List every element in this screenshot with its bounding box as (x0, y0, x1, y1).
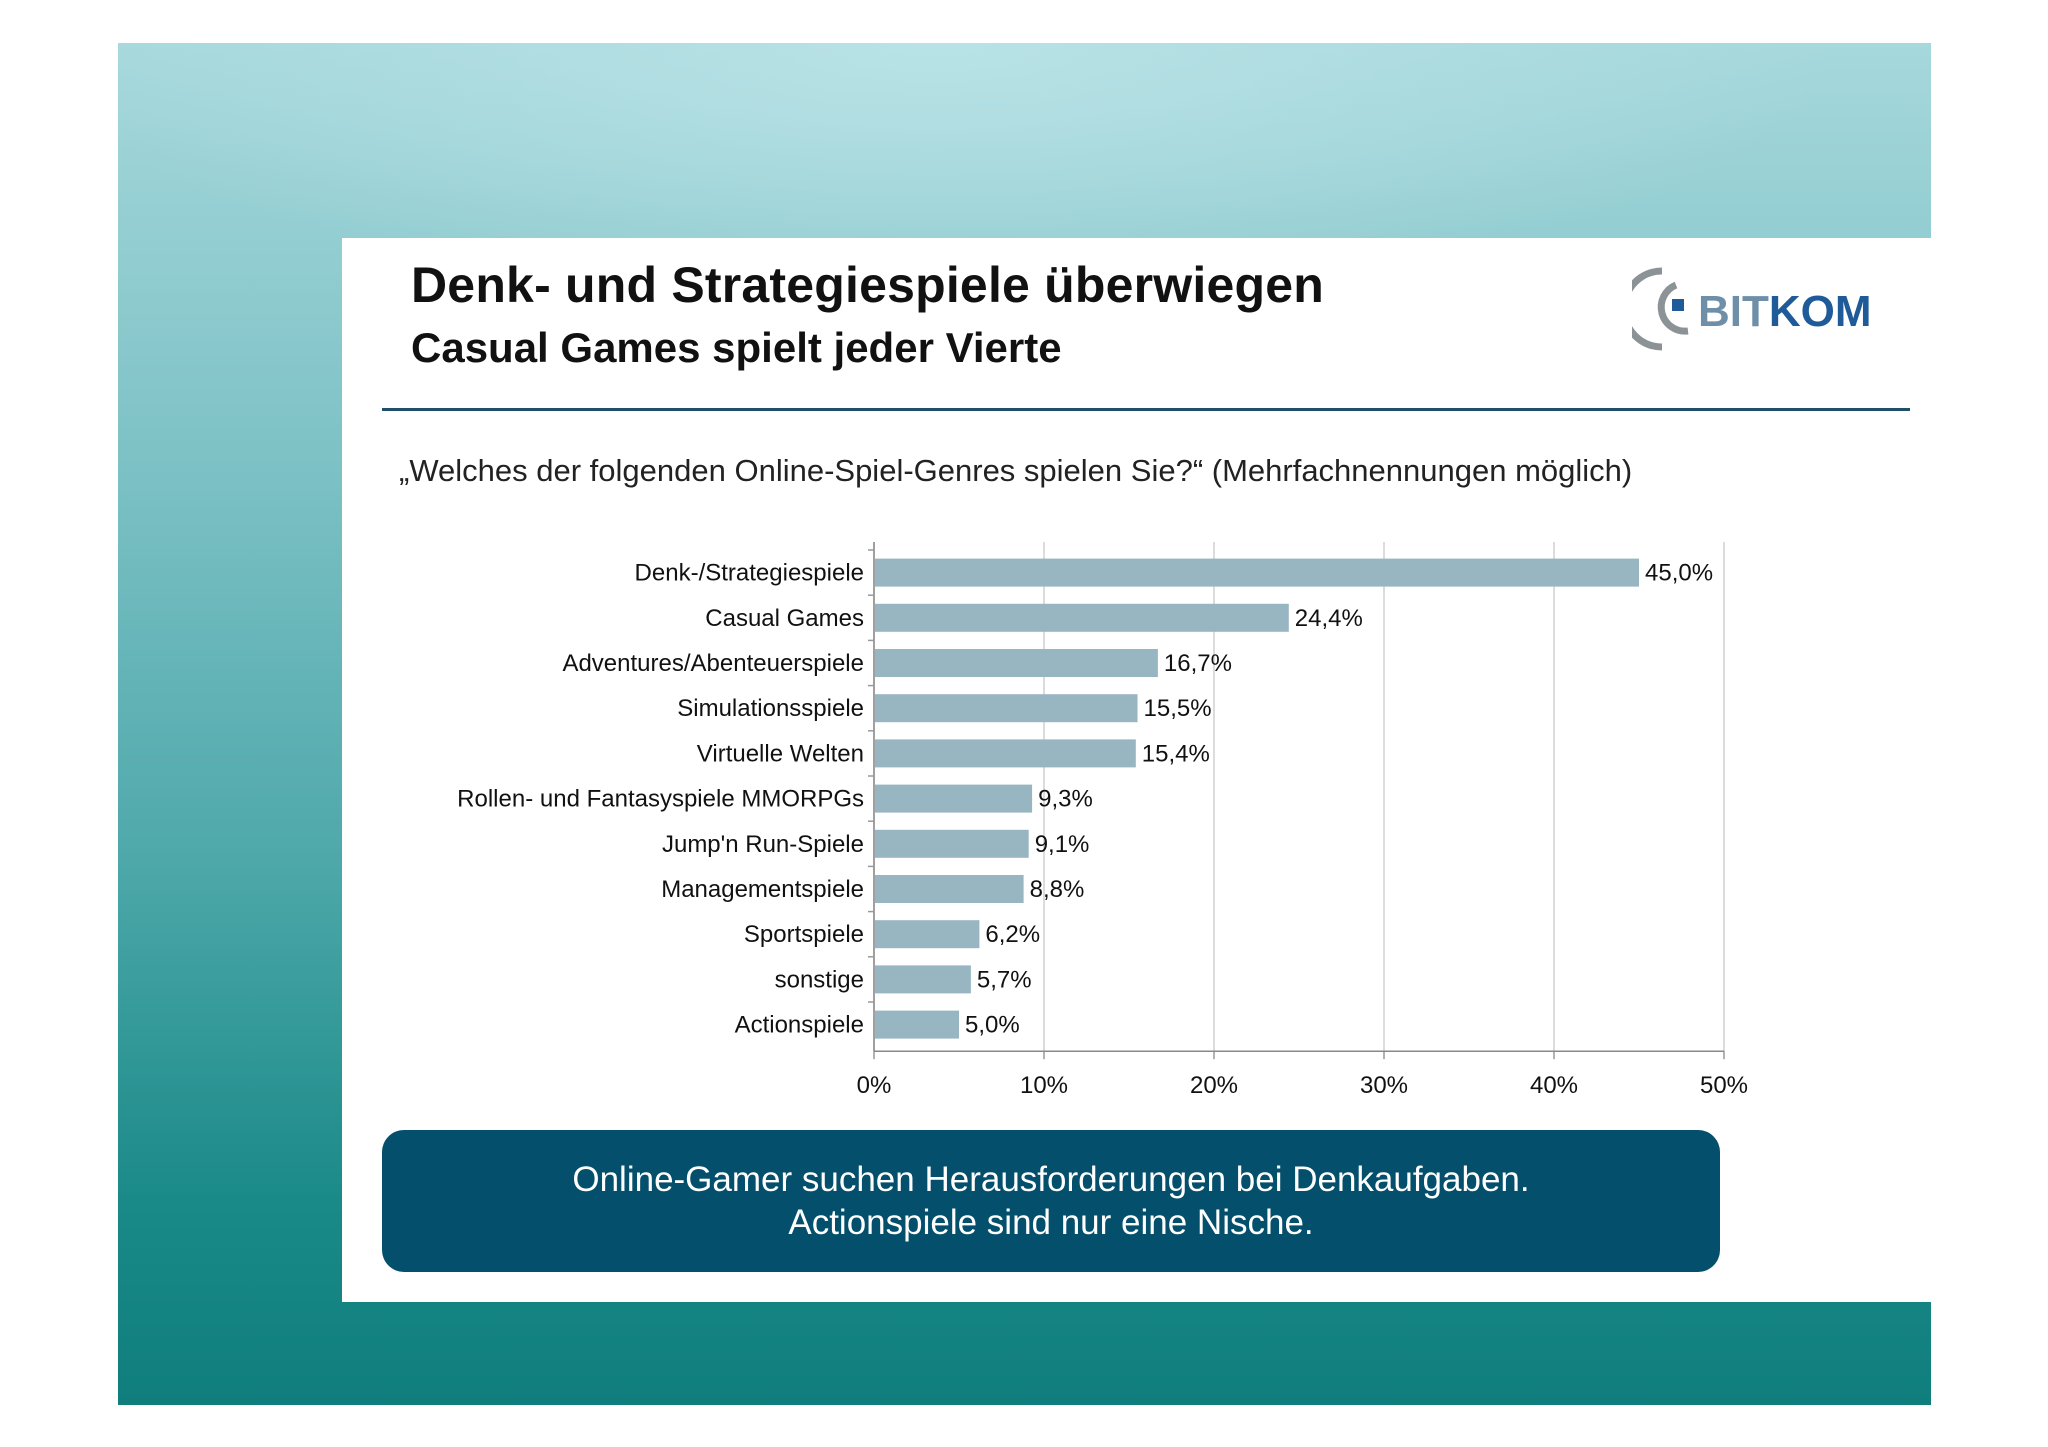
value-label: 8,8% (1030, 876, 1085, 903)
value-label: 15,5% (1144, 695, 1212, 722)
x-tick-label: 20% (1190, 1072, 1238, 1099)
logo-square-icon (1672, 299, 1684, 311)
value-label: 6,2% (985, 921, 1040, 948)
bar (875, 694, 1138, 723)
value-label: 15,4% (1142, 740, 1210, 767)
bitkom-logo: BITKOM (1632, 267, 1872, 351)
bar (875, 784, 1033, 813)
value-label: 45,0% (1645, 560, 1713, 587)
slide: Denk- und Strategiespiele überwiegen Cas… (342, 238, 1942, 1302)
category-label: Managementspiele (661, 876, 864, 903)
callout-line-2: Actionspiele sind nur eine Nische. (788, 1203, 1314, 1242)
callout-line-1: Online-Gamer suchen Herausforderungen be… (572, 1160, 1530, 1199)
title-divider (382, 408, 1910, 411)
x-tick-label: 0% (857, 1072, 892, 1099)
value-label: 5,7% (977, 966, 1032, 993)
bar (875, 1010, 959, 1039)
value-label: 9,3% (1038, 786, 1093, 813)
category-label: Simulationsspiele (677, 695, 864, 722)
bar-chart: 0% 10% 20% 30% 40% 50% Denk-/Strategiespiele 45… (457, 542, 1748, 1099)
bar (875, 739, 1136, 768)
logo-text: BITKOM (1698, 287, 1872, 336)
x-tick-label: 50% (1700, 1072, 1748, 1099)
value-label: 16,7% (1164, 650, 1232, 677)
bar (875, 558, 1639, 587)
bar (875, 965, 971, 994)
category-label: sonstige (775, 966, 864, 993)
value-label: 5,0% (965, 1012, 1020, 1039)
slide-title: Denk- und Strategiespiele überwiegen (411, 257, 1324, 313)
category-label: Casual Games (705, 605, 864, 632)
category-label: Sportspiele (744, 921, 864, 948)
slide-subtitle: Casual Games spielt jeder Vierte (411, 324, 1062, 371)
value-label: 24,4% (1295, 605, 1363, 632)
logo-arc-icon (1632, 267, 1663, 351)
value-label: 9,1% (1035, 831, 1090, 858)
x-tick-label: 10% (1020, 1072, 1068, 1099)
bar (875, 829, 1029, 858)
bar (875, 603, 1289, 632)
category-label: Actionspiele (735, 1012, 864, 1039)
category-label: Adventures/Abenteuerspiele (562, 650, 864, 677)
x-tick-label: 40% (1530, 1072, 1578, 1099)
teal-frame: Denk- und Strategiespiele überwiegen Cas… (118, 43, 1942, 1405)
bar (875, 649, 1158, 677)
survey-question: „Welches der folgenden Online-Spiel-Genr… (399, 453, 1633, 488)
bar (875, 875, 1024, 903)
logo-arc-inner-icon (1657, 281, 1689, 335)
category-label: Jump'n Run-Spiele (662, 831, 864, 858)
x-tick-label: 30% (1360, 1072, 1408, 1099)
category-label: Rollen- und Fantasyspiele MMORPGs (457, 786, 864, 813)
bar (875, 920, 980, 949)
category-label: Virtuelle Welten (697, 740, 864, 767)
callout-box: Online-Gamer suchen Herausforderungen be… (382, 1130, 1720, 1272)
category-label: Denk-/Strategiespiele (635, 560, 864, 587)
